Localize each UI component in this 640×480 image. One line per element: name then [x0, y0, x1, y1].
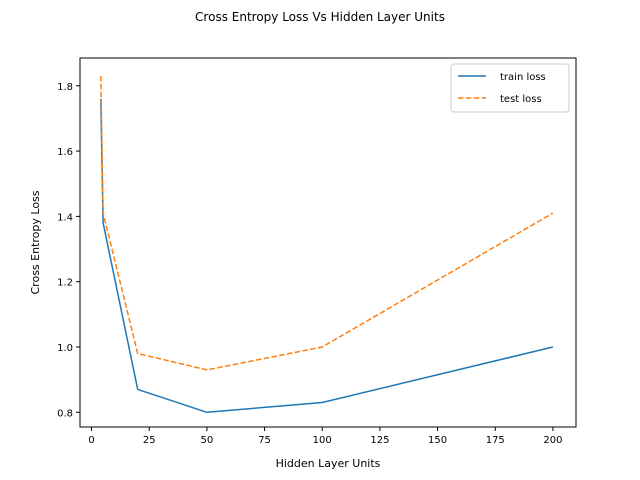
- plot-frame: [79, 57, 577, 428]
- y-axis-ticks: 0.8 1.0 1.2 1.4 1.6 1.8: [57, 82, 80, 419]
- x-axis-ticks: 0 25 50 75 100 125 150 175 200: [88, 427, 562, 446]
- x-tick-label: 0: [88, 435, 94, 446]
- y-tick-label: 0.8: [57, 408, 73, 419]
- x-tick-label: 25: [143, 435, 156, 446]
- series-layer: [100, 75, 554, 414]
- x-tick-label: 200: [543, 435, 562, 446]
- chart-title: Cross Entropy Loss Vs Hidden Layer Units: [195, 10, 445, 24]
- series-line-train-loss: [100, 98, 554, 414]
- x-tick-label: 175: [486, 435, 505, 446]
- legend-label: train loss: [500, 72, 546, 83]
- series-line-test-loss: [100, 75, 554, 371]
- x-tick-label: 100: [313, 435, 332, 446]
- x-tick-label: 50: [201, 435, 214, 446]
- x-tick-label: 150: [428, 435, 447, 446]
- x-axis-label: Hidden Layer Units: [276, 457, 381, 470]
- legend: train loss test loss: [450, 63, 570, 113]
- x-tick-label: 125: [370, 435, 389, 446]
- y-tick-label: 1.2: [57, 278, 73, 289]
- y-tick-label: 1.0: [57, 343, 73, 354]
- y-axis-label: Cross Entropy Loss: [29, 190, 42, 294]
- y-tick-label: 1.8: [57, 82, 73, 93]
- x-tick-label: 75: [258, 435, 271, 446]
- y-tick-label: 1.6: [57, 147, 73, 158]
- y-tick-label: 1.4: [57, 212, 73, 223]
- legend-label: test loss: [500, 94, 542, 105]
